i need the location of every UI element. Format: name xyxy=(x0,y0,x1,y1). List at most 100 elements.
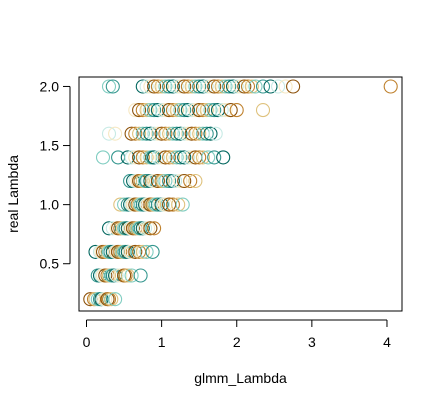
data-point xyxy=(180,126,195,141)
data-point xyxy=(214,79,229,94)
data-point xyxy=(255,79,271,94)
data-point xyxy=(188,126,203,141)
data-point xyxy=(165,103,180,118)
data-point xyxy=(105,79,120,94)
data-point xyxy=(184,150,199,165)
data-point xyxy=(135,79,150,94)
data-point xyxy=(158,79,173,94)
data-point xyxy=(188,173,203,189)
data-point xyxy=(145,244,160,259)
data-point xyxy=(184,103,199,118)
data-point xyxy=(165,150,180,165)
data-point xyxy=(150,103,165,118)
data-point xyxy=(158,150,173,165)
data-point xyxy=(150,79,165,94)
data-point xyxy=(199,103,214,118)
data-point xyxy=(188,103,203,118)
x-axis-label: glmm_Lambda xyxy=(194,370,287,386)
data-point xyxy=(244,79,259,94)
data-point xyxy=(147,221,162,236)
data-point xyxy=(154,79,169,94)
data-point xyxy=(128,103,143,118)
data-point xyxy=(171,197,186,212)
data-point xyxy=(214,103,229,118)
data-point xyxy=(138,221,153,236)
data-point xyxy=(147,126,162,141)
data-point xyxy=(175,197,190,212)
x-tick-label: 3 xyxy=(308,334,316,350)
points-layer xyxy=(83,79,398,307)
data-point xyxy=(147,79,162,94)
data-point xyxy=(169,79,184,94)
data-point xyxy=(177,79,192,94)
data-point xyxy=(150,150,165,165)
data-point xyxy=(139,150,154,165)
x-axis: 0 1 2 3 4 xyxy=(83,319,391,350)
data-point xyxy=(143,79,158,94)
data-point xyxy=(203,79,218,94)
data-point xyxy=(195,79,210,94)
data-point xyxy=(95,150,111,165)
data-point xyxy=(183,173,198,189)
data-point xyxy=(147,103,162,118)
data-point xyxy=(150,126,165,141)
data-point xyxy=(101,221,117,236)
data-point xyxy=(229,103,244,118)
data-point xyxy=(188,79,203,94)
data-point xyxy=(169,126,184,141)
data-point xyxy=(192,79,207,94)
data-point xyxy=(207,103,222,118)
data-point xyxy=(216,150,231,165)
data-point xyxy=(218,103,233,118)
x-tick-label: 0 xyxy=(83,334,91,350)
data-point xyxy=(208,126,223,141)
data-point xyxy=(108,126,123,141)
data-point xyxy=(113,268,128,283)
y-tick-label: 0.5 xyxy=(40,256,60,272)
data-point xyxy=(139,126,154,141)
data-point xyxy=(192,103,207,118)
data-point xyxy=(133,268,148,283)
data-point xyxy=(173,150,188,165)
data-point xyxy=(173,126,188,141)
data-point xyxy=(177,150,192,165)
data-point xyxy=(223,103,238,118)
data-point xyxy=(135,103,150,118)
y-axis-label: real Lambda xyxy=(5,155,21,233)
data-point xyxy=(108,292,123,307)
data-point xyxy=(162,150,177,165)
data-point xyxy=(184,126,199,141)
data-point xyxy=(124,268,139,283)
data-point xyxy=(271,79,286,94)
data-point xyxy=(143,103,158,118)
data-point xyxy=(158,173,173,189)
data-point xyxy=(201,150,216,165)
data-point xyxy=(203,126,218,141)
data-point xyxy=(222,79,237,94)
y-axis: 0.5 1.0 1.5 2.0 xyxy=(40,78,71,272)
data-point xyxy=(177,126,192,141)
data-point xyxy=(173,103,188,118)
data-point xyxy=(218,79,233,94)
data-point xyxy=(154,126,169,141)
data-point xyxy=(162,197,177,212)
data-point xyxy=(192,126,207,141)
data-point xyxy=(165,126,180,141)
data-point xyxy=(195,103,210,118)
data-point xyxy=(199,79,214,94)
data-point xyxy=(135,244,150,259)
plot-frame xyxy=(78,76,403,312)
data-point xyxy=(158,126,173,141)
x-tick-label: 4 xyxy=(383,334,391,350)
data-point xyxy=(278,79,293,94)
data-point xyxy=(139,103,154,118)
data-point xyxy=(229,79,244,94)
data-point xyxy=(162,173,177,189)
data-point xyxy=(139,244,154,259)
data-point xyxy=(162,103,177,118)
data-point xyxy=(173,79,188,94)
data-point xyxy=(168,173,183,189)
data-point xyxy=(207,150,222,165)
data-point xyxy=(154,103,169,118)
